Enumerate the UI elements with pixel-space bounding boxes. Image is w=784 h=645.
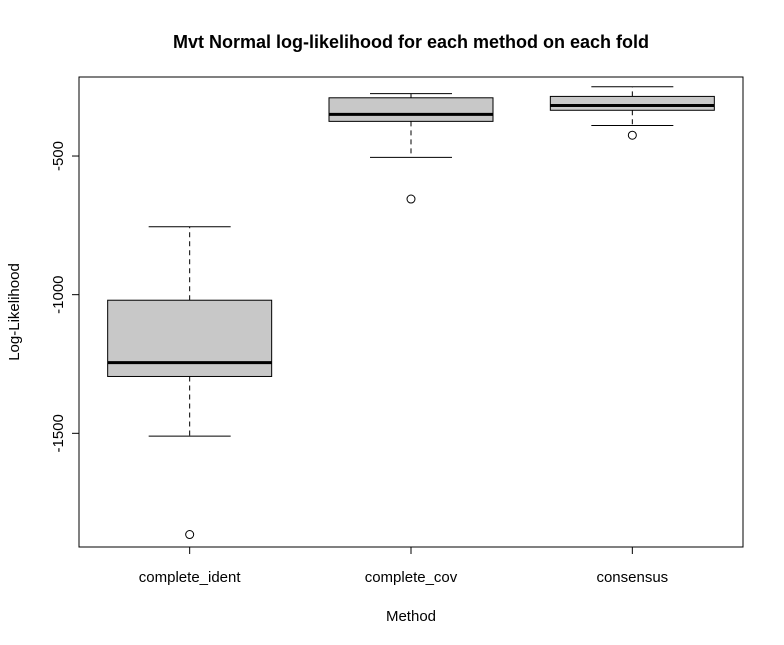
y-tick-label: -1500 [50,414,67,452]
x-tick-label: complete_cov [365,569,458,586]
box-iqr [328,97,494,122]
box-group [107,226,273,540]
y-tick-label: -500 [50,141,67,171]
box-series [107,86,715,540]
box-group [549,86,715,140]
x-axis-label: Method [386,608,436,625]
y-axis-label: Log-Likelihood [6,263,23,361]
box-iqr [107,299,273,377]
y-tick-label: -1000 [50,275,67,313]
chart-title: Mvt Normal log-likelihood for each metho… [173,32,649,52]
x-tick-label: complete_ident [139,569,242,586]
y-axis: -500 -1000 -1500 [50,141,80,453]
box-group [328,93,494,204]
outlier-point [185,530,195,540]
box-iqr [549,95,715,111]
x-tick-label: consensus [596,569,668,586]
x-axis: complete_ident complete_cov consensus [139,546,668,586]
outlier-point [627,130,637,140]
outlier-point [406,194,416,204]
